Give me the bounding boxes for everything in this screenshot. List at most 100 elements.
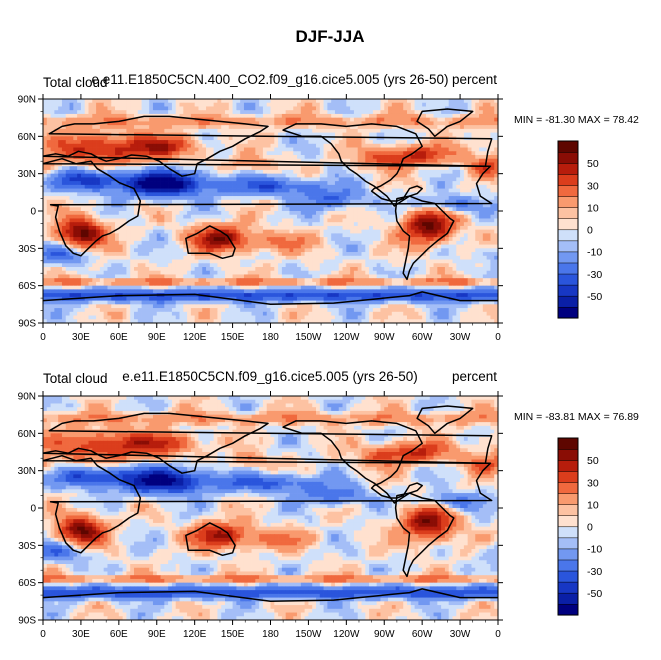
x-tick-label: 30W <box>450 629 471 640</box>
y-tick-label: 90S <box>18 616 36 627</box>
colorbar-bottom: 50 30 10 0 -10 -30 -50 <box>557 437 602 616</box>
colorbar-box <box>557 140 579 153</box>
x-tick-label: 90W <box>374 332 395 343</box>
x-tick-label: 150W <box>295 332 322 343</box>
colorbar-box <box>557 173 579 186</box>
map-area-top <box>42 98 499 324</box>
colorbar-box <box>557 196 579 208</box>
coastline <box>394 492 455 578</box>
coastline <box>185 522 236 557</box>
coastline <box>282 123 423 207</box>
y-tick-label: 60N <box>18 132 36 143</box>
x-tick-label: 0 <box>40 629 46 640</box>
filled-contours <box>43 396 498 620</box>
x-tick-label: 150E <box>221 629 245 640</box>
colorbar-label: -30 <box>587 269 602 281</box>
panel-bottom: Total cloud e.e11.E1850C5CN.f09_g16.cice… <box>18 369 639 640</box>
coastline <box>282 420 423 504</box>
colorbar-label: -10 <box>587 544 602 556</box>
panel-bottom-units-label: percent <box>452 369 497 384</box>
colorbar-label: 0 <box>587 522 593 534</box>
colorbar-box <box>557 262 579 275</box>
y-tick-label: 30S <box>18 244 36 255</box>
minmax-label-top: MIN = -81.30 MAX = 78.42 <box>514 114 639 126</box>
colorbar-label: 10 <box>587 202 599 214</box>
y-tick-label: 90S <box>18 319 36 330</box>
colorbar-box <box>557 437 579 450</box>
colorbar-box <box>557 493 579 505</box>
panel-top: Total cloud e.e11.E1850C5CN.400_CO2.f09_… <box>18 72 639 343</box>
colorbar-box <box>557 592 579 605</box>
x-tick-label: 90E <box>148 629 166 640</box>
colorbar-top: 50 30 10 0 -10 -30 -50 <box>557 140 602 319</box>
y-axis-top: 90N 60N 30N 0 30S 60S 90S <box>18 95 503 330</box>
coastline <box>416 108 474 138</box>
colorbar-box <box>557 581 579 594</box>
x-tick-label: 0 <box>40 332 46 343</box>
coastline <box>43 291 498 306</box>
panel-top-left-label: Total cloud <box>43 75 108 90</box>
x-tick-label: 120W <box>333 332 360 343</box>
figure-title: DJF-JJA <box>296 27 365 46</box>
coastline <box>394 195 455 281</box>
colorbar-box <box>557 284 579 297</box>
colorbar-box <box>557 448 579 461</box>
colorbar-box <box>557 306 579 319</box>
colorbar-label: 30 <box>587 477 599 489</box>
colorbar-box <box>557 482 579 494</box>
panel-bottom-center-label: e.e11.E1850C5CN.f09_g16.cice5.005 (yrs 2… <box>122 369 417 384</box>
y-tick-label: 30S <box>18 541 36 552</box>
colorbar-box <box>557 570 579 583</box>
x-tick-label: 150W <box>295 629 322 640</box>
colorbar-box <box>557 229 579 242</box>
y-tick-label: 60S <box>18 281 36 292</box>
colorbar-label: -10 <box>587 247 602 259</box>
x-tick-label: 120E <box>183 332 207 343</box>
colorbar-label: 50 <box>587 455 599 467</box>
x-tick-label: 60E <box>110 332 128 343</box>
coastline <box>416 405 474 435</box>
panel-top-center-label: e.e11.E1850C5CN.400_CO2.f09_g16.cice5.00… <box>92 72 449 87</box>
colorbar-box <box>557 240 579 253</box>
coastline <box>43 588 498 603</box>
colorbar-box <box>557 537 579 550</box>
y-tick-label: 0 <box>30 207 36 218</box>
x-tick-label: 90E <box>148 332 166 343</box>
coastline <box>185 225 236 260</box>
coastline <box>43 412 493 474</box>
x-tick-label: 60W <box>412 629 433 640</box>
colorbar-box <box>557 162 579 175</box>
colorbar-box <box>557 526 579 539</box>
x-tick-label: 180 <box>262 332 279 343</box>
x-tick-label: 90W <box>374 629 395 640</box>
x-tick-label: 150E <box>221 332 245 343</box>
colorbar-frame <box>557 437 579 616</box>
colorbar-box <box>557 559 579 572</box>
colorbar-box <box>557 548 579 561</box>
x-tick-label: 30W <box>450 332 471 343</box>
coastlines <box>43 405 498 603</box>
colorbar-label: 50 <box>587 158 599 170</box>
colorbar-box <box>557 459 579 472</box>
colorbar-label: 30 <box>587 180 599 192</box>
colorbar-box <box>557 185 579 197</box>
y-tick-label: 90N <box>18 95 36 106</box>
x-axis-bottom: 0 30E 60E 90E 120E 150E 180 150W 120W 90W 60W 30W 0 <box>40 391 501 640</box>
x-tick-label: 60W <box>412 332 433 343</box>
map-area-bottom <box>42 395 499 621</box>
minmax-label-bottom: MIN = -83.81 MAX = 76.89 <box>514 411 639 423</box>
colorbar-box <box>557 504 579 516</box>
coastline <box>43 115 493 177</box>
colorbar-box <box>557 515 579 528</box>
coastline <box>43 157 493 257</box>
colorbar-box <box>557 295 579 308</box>
colorbar-box <box>557 151 579 164</box>
colorbar-box <box>557 207 579 219</box>
panel-top-units-label: percent <box>452 72 497 87</box>
coastlines <box>43 108 498 306</box>
colorbar-box <box>557 251 579 264</box>
x-tick-label: 0 <box>495 629 501 640</box>
x-tick-label: 120E <box>183 629 207 640</box>
colorbar-box <box>557 218 579 231</box>
